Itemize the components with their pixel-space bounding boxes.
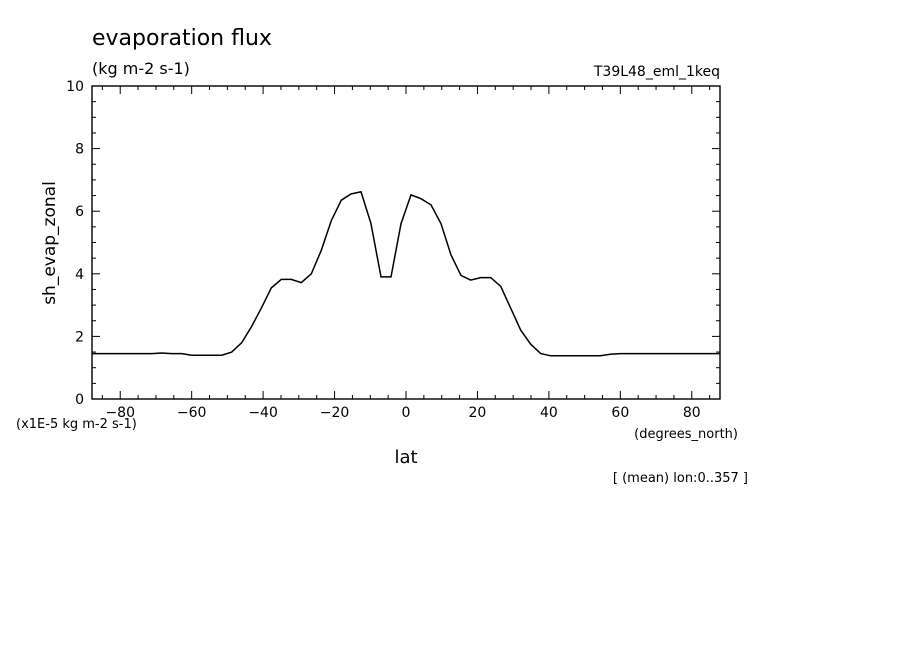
x-tick-label: 0 [402,405,411,421]
chart-subtitle: (kg m-2 s-1) [92,59,190,78]
y-tick-label: 8 [75,142,84,158]
x-units-label: (degrees_north) [634,427,738,442]
y-tick-label: 10 [66,79,84,95]
y-axis-label: sh_evap_zonal [40,181,60,305]
y-tick-label: 4 [75,267,84,283]
x-tick-label: −40 [248,405,278,421]
y-scale-label: (x1E-5 kg m-2 s-1) [16,417,137,432]
axis-ticks [92,85,720,400]
x-tick-label: −80 [105,405,135,421]
x-tick-label: 20 [469,405,487,421]
tick-labels: −80 −60 −40 −20 0 20 40 60 80 0 2 4 6 8 10 [66,79,701,421]
x-axis-label: lat [394,447,417,468]
x-tick-label: 40 [540,405,558,421]
y-tick-label: 0 [75,392,84,408]
x-tick-label: 80 [683,405,701,421]
footnote: [ (mean) lon:0..357 ] [613,471,748,486]
run-label: T39L48_eml_1keq [593,64,720,80]
plot-frame [91,85,721,400]
x-tick-label: −60 [177,405,207,421]
x-tick-label: 60 [611,405,629,421]
chart-title: evaporation flux [92,26,272,51]
y-tick-label: 6 [75,204,84,220]
y-tick-label: 2 [75,329,84,345]
x-tick-label: −20 [320,405,350,421]
series-line [92,190,720,357]
